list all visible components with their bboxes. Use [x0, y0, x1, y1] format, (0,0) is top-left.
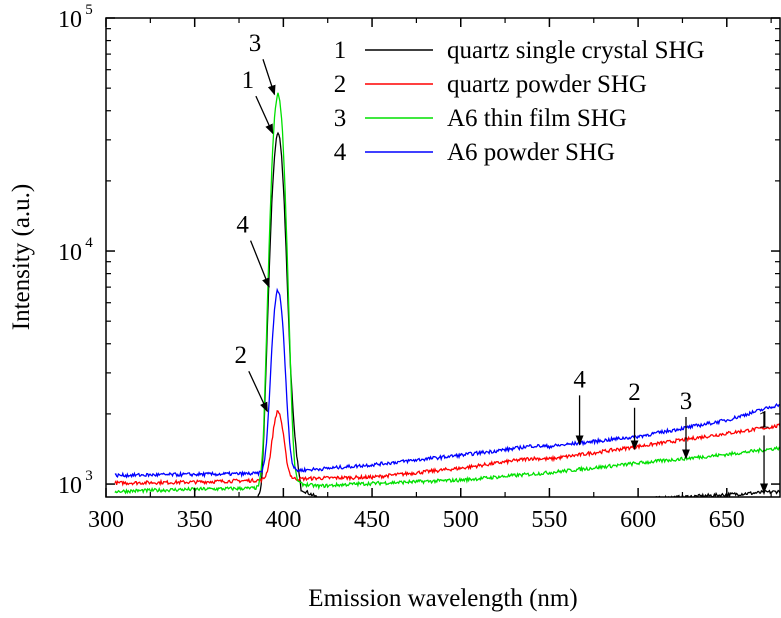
series-line-4: [114, 287, 780, 479]
legend-label: quartz single crystal SHG: [447, 37, 705, 64]
annotation-arrow: [249, 240, 270, 289]
legend-number: 1: [334, 37, 347, 64]
series-line-3: [114, 92, 780, 495]
x-tick-label: 550: [531, 507, 567, 533]
annotation-label: 2: [628, 379, 641, 406]
x-tick-label: 650: [709, 507, 745, 533]
y-tick-base: 10: [58, 473, 82, 499]
plot-lines: [114, 92, 780, 497]
legend-number: 4: [334, 139, 347, 166]
plot-frame: [105, 17, 781, 498]
y-tick-label: 10 4: [58, 235, 93, 266]
x-tick-label: 600: [620, 507, 656, 533]
legend-label: A6 powder SHG: [447, 139, 615, 166]
x-tick-label: 300: [88, 507, 124, 533]
annotation-label: 2: [235, 342, 248, 369]
series-line-1: [256, 131, 780, 497]
annotation-label: 4: [573, 366, 586, 393]
x-tick-label: 450: [354, 507, 390, 533]
annotation-label: 3: [249, 30, 262, 57]
annotations: 3 1 4 2 4 2 3 1: [235, 30, 771, 494]
y-tick-exponent: 4: [85, 235, 93, 251]
annotation-label: 3: [680, 388, 693, 415]
annotation-label: 1: [758, 406, 771, 433]
legend-number: 3: [334, 105, 347, 132]
y-axis-label: Intensity (a.u.): [8, 184, 35, 330]
y-tick-base: 10: [58, 240, 82, 266]
x-tick-label: 500: [443, 507, 479, 533]
annotation-label: 4: [236, 212, 249, 239]
x-tick-label: 400: [265, 507, 301, 533]
legend-label: quartz powder SHG: [447, 71, 647, 98]
annotation-arrow: [248, 370, 268, 413]
x-axis-label: Emission wavelength (nm): [308, 585, 577, 612]
legend: 1 quartz single crystal SHG 2 quartz powder…: [334, 37, 705, 166]
annotation-label: 1: [242, 67, 255, 94]
y-tick-label: 10 3: [58, 468, 93, 499]
y-tick-exponent: 5: [85, 2, 93, 18]
annotation-arrow: [255, 95, 274, 135]
annotation-arrow: [262, 59, 276, 96]
y-tick-base: 10: [58, 7, 82, 33]
x-tick-label: 350: [177, 507, 213, 533]
series-line-2: [114, 409, 780, 487]
legend-number: 2: [334, 71, 347, 98]
y-tick-label: 10 5: [58, 2, 93, 33]
legend-label: A6 thin film SHG: [447, 105, 627, 132]
y-tick-exponent: 3: [85, 468, 93, 484]
